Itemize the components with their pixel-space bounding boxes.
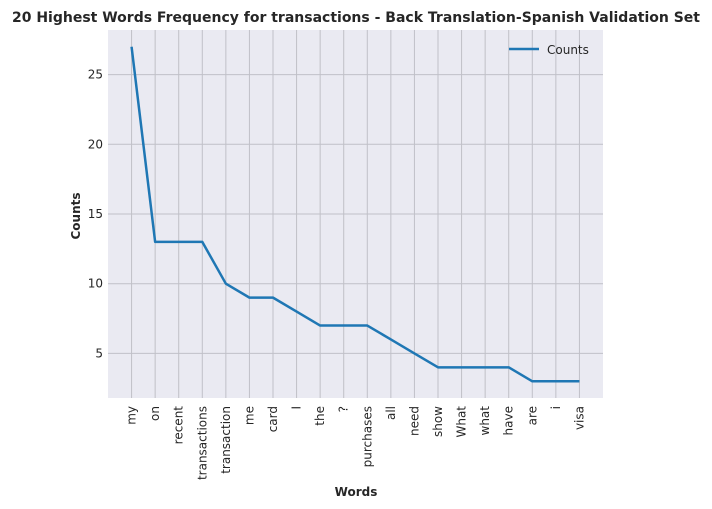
x-tick-label: I bbox=[290, 406, 304, 410]
x-tick-label: are bbox=[525, 406, 539, 425]
x-tick-label: the bbox=[313, 406, 327, 426]
legend: Counts bbox=[509, 43, 589, 57]
x-axis-label: Words bbox=[335, 485, 378, 499]
y-tick-label: 10 bbox=[88, 277, 103, 291]
grid bbox=[108, 30, 603, 398]
x-tick-label: transaction bbox=[219, 406, 233, 474]
x-tick-label: have bbox=[502, 406, 516, 435]
y-tick-label: 20 bbox=[88, 137, 103, 151]
y-tick-label: 15 bbox=[88, 207, 103, 221]
x-tick-label: What bbox=[455, 406, 469, 438]
x-tick-label: ? bbox=[337, 406, 351, 412]
x-tick-label: on bbox=[148, 406, 162, 421]
x-tick-label: show bbox=[431, 406, 445, 437]
x-tick-label: all bbox=[384, 406, 398, 420]
y-tick-label: 25 bbox=[88, 68, 103, 82]
series-line-counts bbox=[130, 46, 580, 383]
x-tick-label: me bbox=[242, 406, 256, 425]
x-tick-label: purchases bbox=[360, 406, 374, 467]
x-tick-label: what bbox=[478, 406, 492, 436]
x-tick-label: card bbox=[266, 406, 280, 432]
x-tick-label: transactions bbox=[195, 406, 209, 480]
chart-title: 20 Highest Words Frequency for transacti… bbox=[12, 10, 700, 26]
x-tick-label: i bbox=[549, 406, 563, 409]
y-tick-label: 5 bbox=[95, 346, 103, 360]
x-tick-label: visa bbox=[572, 406, 586, 430]
series-layer bbox=[130, 46, 580, 383]
legend-label-counts: Counts bbox=[547, 43, 589, 57]
x-tick-label: need bbox=[407, 406, 421, 436]
x-tick-label: my bbox=[125, 406, 139, 425]
y-axis-label: Counts bbox=[69, 192, 83, 239]
x-tick-label: recent bbox=[172, 406, 186, 445]
ticks: my on recent transactions transaction me card I… bbox=[88, 68, 587, 480]
